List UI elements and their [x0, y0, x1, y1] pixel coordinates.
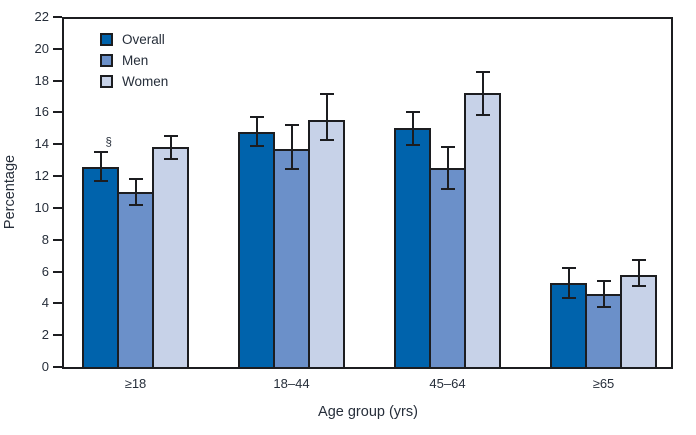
- y-tick-label: 10: [34, 199, 49, 215]
- error-bar-men-ge18: [128, 177, 143, 207]
- error-bar-women-ge65: [631, 258, 646, 288]
- legend-label-overall: Overall: [122, 32, 165, 47]
- y-tick: [53, 143, 62, 146]
- y-tick: [53, 175, 62, 178]
- error-bar-line: [169, 134, 172, 161]
- y-tick: [53, 47, 62, 50]
- legend-label-men: Men: [122, 53, 149, 68]
- bar-men-18-44: [273, 149, 310, 369]
- y-tick: [53, 334, 62, 337]
- legend-item-men: Men: [100, 54, 168, 67]
- error-bar-line: [446, 145, 449, 191]
- error-bar-men-18-44: [284, 123, 299, 170]
- y-tick-label: 16: [34, 104, 49, 120]
- error-bar-overall-ge18: [93, 150, 108, 183]
- legend-item-overall: Overall: [100, 33, 168, 46]
- error-bar-line: [481, 71, 484, 116]
- y-tick-label: 6: [41, 263, 49, 279]
- x-tick-label-18-44: 18–44: [273, 376, 310, 391]
- y-tick: [53, 206, 62, 209]
- bar-men-ge18: [117, 192, 154, 369]
- y-tick: [53, 238, 62, 241]
- y-tick-label: 20: [34, 40, 49, 56]
- y-tick-label: 12: [34, 168, 49, 184]
- y-tick: [53, 16, 62, 18]
- y-axis-title: Percentage: [2, 154, 18, 230]
- legend-label-women: Women: [122, 74, 169, 89]
- bar-overall-ge18: [82, 166, 119, 369]
- y-tick-label: 8: [41, 231, 49, 247]
- bar-women-18-44: [308, 120, 345, 369]
- y-tick-label: 4: [41, 295, 49, 311]
- y-tick-label: 2: [41, 327, 49, 343]
- x-tick-label-45-64: 45–64: [429, 376, 466, 391]
- y-tick: [53, 270, 62, 273]
- error-bar-women-45-64: [475, 71, 490, 116]
- error-bar-overall-45-64: [405, 110, 420, 146]
- bar-women-ge65: [620, 274, 657, 369]
- error-bar-line: [325, 93, 328, 142]
- y-tick: [53, 302, 62, 305]
- error-bar-line: [602, 279, 605, 309]
- bar-men-45-64: [429, 168, 466, 369]
- bar-women-ge18: [152, 147, 189, 369]
- y-tick-label: 18: [34, 72, 49, 88]
- legend: Overall Men Women: [100, 33, 168, 96]
- error-bar-line: [567, 266, 570, 299]
- y-tick: [53, 366, 62, 368]
- error-bar-men-ge65: [596, 279, 611, 309]
- error-bar-overall-ge65: [561, 266, 576, 299]
- error-bar-line: [290, 123, 293, 170]
- bar-overall-18-44: [238, 131, 275, 369]
- x-tick-label-ge65: ≥65: [592, 376, 615, 391]
- error-bar-line: [255, 115, 258, 148]
- error-bar-line: [134, 177, 137, 207]
- error-bar-line: [637, 258, 640, 288]
- error-bar-women-ge18: [163, 134, 178, 161]
- x-tick-label-ge18: ≥18: [124, 376, 147, 391]
- error-bar-men-45-64: [440, 145, 455, 191]
- legend-swatch-men-icon: [100, 54, 113, 67]
- x-axis-title: Age group (yrs): [318, 404, 418, 420]
- legend-item-women: Women: [100, 75, 168, 88]
- legend-swatch-women-icon: [100, 75, 113, 88]
- bar-women-45-64: [464, 93, 501, 369]
- y-tick: [53, 79, 62, 82]
- legend-swatch-overall-icon: [100, 33, 113, 46]
- error-bar-overall-18-44: [249, 115, 264, 148]
- plot-area: [62, 17, 673, 369]
- error-bar-line: [99, 150, 102, 183]
- error-bar-line: [411, 110, 414, 146]
- bar-overall-45-64: [394, 128, 431, 369]
- y-tick-label: 0: [41, 359, 49, 374]
- error-bar-women-18-44: [319, 93, 334, 142]
- y-tick-label: 14: [34, 136, 49, 152]
- section-symbol-annotation: §: [105, 136, 112, 149]
- y-tick: [53, 111, 62, 114]
- y-tick-label: 22: [34, 9, 49, 24]
